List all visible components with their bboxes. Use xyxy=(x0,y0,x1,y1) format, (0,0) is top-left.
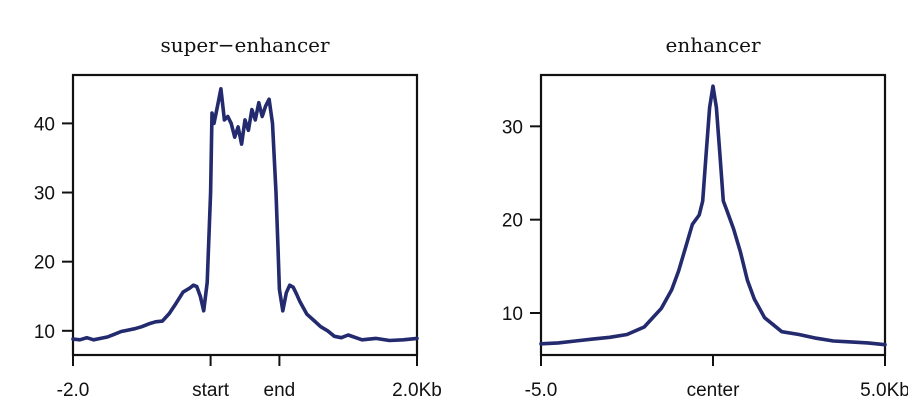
super-enhancer-profile-line xyxy=(71,87,419,343)
super-enhancer-x-tick-label: -2.0 xyxy=(57,380,90,401)
super-enhancer-y-tick-label: 20 xyxy=(34,253,55,274)
super-enhancer-x-tick-label: end xyxy=(264,380,296,401)
enhancer-panel: enhancer 10 20 30 -5.0 center 5.0Kb xyxy=(502,33,908,401)
enhancer-y-tick-label: 30 xyxy=(502,117,523,138)
super-enhancer-y-tick-label: 40 xyxy=(34,114,55,135)
enhancer-plot-frame xyxy=(539,73,887,357)
super-enhancer-plot-frame xyxy=(71,73,419,357)
enhancer-x-tick-label: 5.0Kb xyxy=(860,380,908,401)
super-enhancer-panel: super−enhancer 10 20 30 40 -2.0 start end 2.0Kb xyxy=(34,33,442,401)
super-enhancer-x-tick-label: start xyxy=(192,380,230,401)
enhancer-x-tick-label: -5.0 xyxy=(525,380,558,401)
enhancer-title: enhancer xyxy=(666,33,761,57)
enhancer-profile-line xyxy=(539,84,887,347)
super-enhancer-y-tick-label: 30 xyxy=(34,184,55,205)
enhancer-x-tick-label: center xyxy=(687,380,740,401)
enhancer-y-tick-label: 10 xyxy=(502,304,523,325)
super-enhancer-y-tick-label: 10 xyxy=(34,322,55,343)
enhancer-y-tick-label: 20 xyxy=(502,211,523,232)
super-enhancer-x-tick-label: 2.0Kb xyxy=(392,380,442,401)
super-enhancer-title: super−enhancer xyxy=(160,33,330,57)
